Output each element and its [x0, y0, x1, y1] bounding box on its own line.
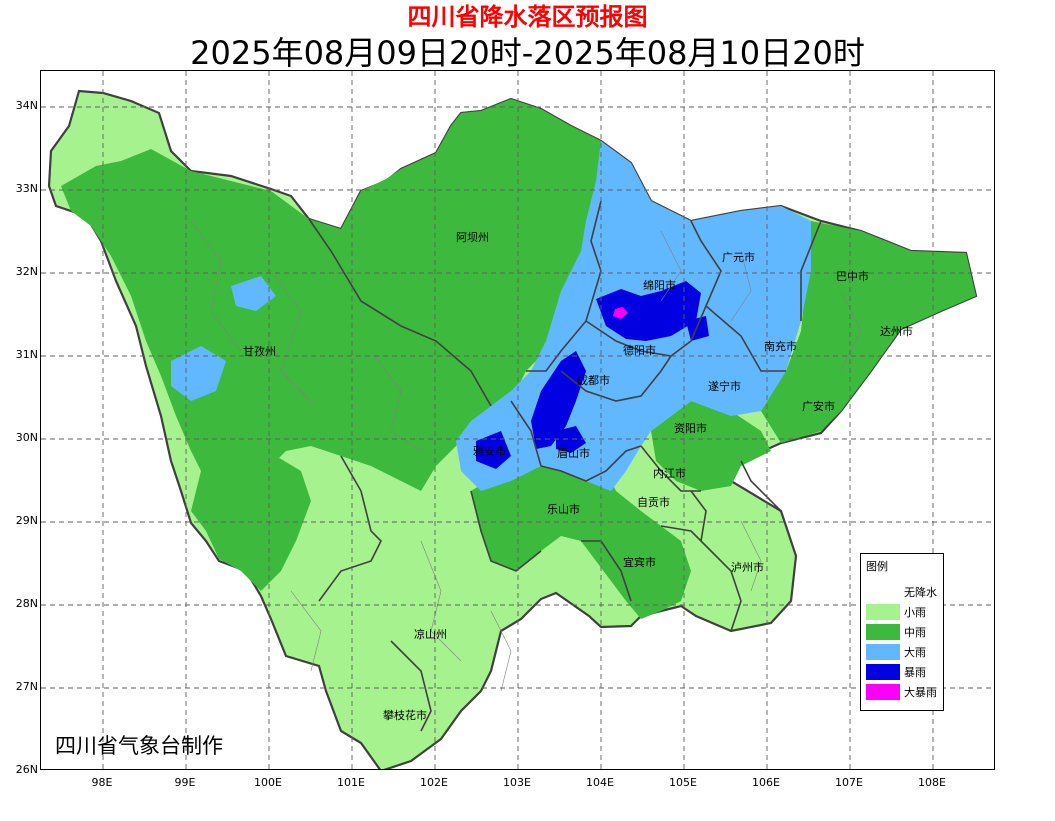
rainstorm-mianyang [596, 281, 701, 341]
moderate-rain-east-strip [651, 401, 771, 491]
lat-tick-label: 28N [15, 597, 38, 610]
moderate-rain-northeast [761, 221, 976, 443]
legend-label: 小雨 [904, 606, 926, 619]
region-label-bazhong[interactable]: 巴中市 [836, 270, 869, 283]
legend-swatch [866, 604, 900, 620]
region-label-mianyang[interactable]: 绵阳市 [643, 279, 676, 292]
lon-tick-label: 103E [503, 776, 531, 789]
legend-item-heavy: 大雨 [866, 643, 942, 660]
moderate-rain-southwest [191, 441, 311, 591]
producer-credit: 四川省气象台制作 [55, 734, 223, 758]
region-label-ziyang[interactable]: 资阳市 [674, 422, 707, 435]
moderate-rain-north [61, 99, 616, 501]
region-label-neijiang[interactable]: 内江市 [653, 467, 686, 480]
region-label-panzhihua[interactable]: 攀枝花市 [383, 709, 427, 722]
region-label-liangshan[interactable]: 凉山州 [414, 628, 447, 641]
heavy-rain-west [171, 346, 226, 401]
region-label-dazhou[interactable]: 达州市 [880, 325, 913, 338]
lon-tick-label: 105E [669, 776, 697, 789]
lat-tick-label: 27N [15, 680, 38, 693]
rainstorm-east [686, 316, 709, 341]
lon-tick-label: 98E [91, 776, 113, 789]
lon-tick-label: 101E [337, 776, 365, 789]
legend-title: 图例 [866, 560, 888, 573]
legend-item-light: 小雨 [866, 603, 942, 620]
rainstorm-ya-an [476, 431, 511, 469]
legend-label: 中雨 [904, 626, 926, 639]
precipitation-map [41, 71, 994, 769]
lon-tick-label: 108E [918, 776, 946, 789]
lat-tick-label: 29N [15, 514, 38, 527]
region-label-guang-an[interactable]: 广安市 [802, 400, 835, 413]
region-label-leshan[interactable]: 乐山市 [547, 503, 580, 516]
moderate-rain-south-central [471, 441, 691, 619]
lon-tick-label: 107E [835, 776, 863, 789]
legend-label: 大雨 [904, 646, 926, 659]
legend-label: 暴雨 [904, 666, 926, 679]
extreme-rainstorm [613, 307, 628, 319]
region-label-yibin[interactable]: 宜宾市 [623, 556, 656, 569]
region-label-aba[interactable]: 阿坝州 [456, 231, 489, 244]
map-title: 四川省降水落区预报图 [407, 3, 648, 31]
lon-tick-label: 99E [174, 776, 196, 789]
rainstorm-meishan [556, 426, 586, 453]
region-label-suining[interactable]: 遂宁市 [708, 380, 741, 393]
region-label-meishan[interactable]: 眉山市 [557, 447, 590, 460]
legend-swatch [866, 684, 900, 700]
lon-tick-label: 104E [586, 776, 614, 789]
grid-lines [41, 71, 994, 769]
region-label-zigong[interactable]: 自贡市 [637, 496, 670, 509]
legend-label: 无降水 [904, 586, 937, 599]
region-label-chengdu[interactable]: 成都市 [577, 374, 610, 387]
legend: 图例 无降水 小雨 中雨 大雨 暴雨 大暴雨 [860, 553, 944, 711]
lat-tick-label: 33N [15, 182, 38, 195]
legend-swatch [866, 624, 900, 640]
lon-tick-label: 106E [752, 776, 780, 789]
lon-tick-label: 100E [254, 776, 282, 789]
lat-tick-label: 31N [15, 348, 38, 361]
county-lines [190, 220, 862, 692]
prefecture-boundaries [308, 200, 822, 732]
legend-item-none: 无降水 [866, 583, 942, 600]
legend-item-extreme: 大暴雨 [866, 683, 942, 700]
legend-item-moderate: 中雨 [866, 623, 942, 640]
lat-tick-label: 32N [15, 265, 38, 278]
legend-item-rainstorm: 暴雨 [866, 663, 942, 680]
region-label-guangyuan[interactable]: 广元市 [722, 251, 755, 264]
legend-swatch [866, 644, 900, 660]
valid-period: 2025年08月09日20时-2025年08月10日20时 [190, 34, 865, 72]
map-frame[interactable] [40, 70, 995, 770]
region-label-ganzi[interactable]: 甘孜州 [243, 345, 276, 358]
legend-swatch [866, 584, 900, 600]
region-label-nanchong[interactable]: 南充市 [764, 340, 797, 353]
legend-label: 大暴雨 [904, 686, 937, 699]
region-label-ya-an[interactable]: 雅安市 [473, 445, 506, 458]
lon-tick-label: 102E [420, 776, 448, 789]
lat-tick-label: 26N [15, 763, 38, 776]
heavy-rain-patch [231, 276, 276, 311]
region-label-luzhou[interactable]: 泸州市 [731, 561, 764, 574]
lat-tick-label: 30N [15, 431, 38, 444]
rainstorm-chengdu [531, 351, 586, 449]
lat-tick-label: 34N [15, 99, 38, 112]
region-label-deyang[interactable]: 德阳市 [623, 344, 656, 357]
legend-swatch [866, 664, 900, 680]
